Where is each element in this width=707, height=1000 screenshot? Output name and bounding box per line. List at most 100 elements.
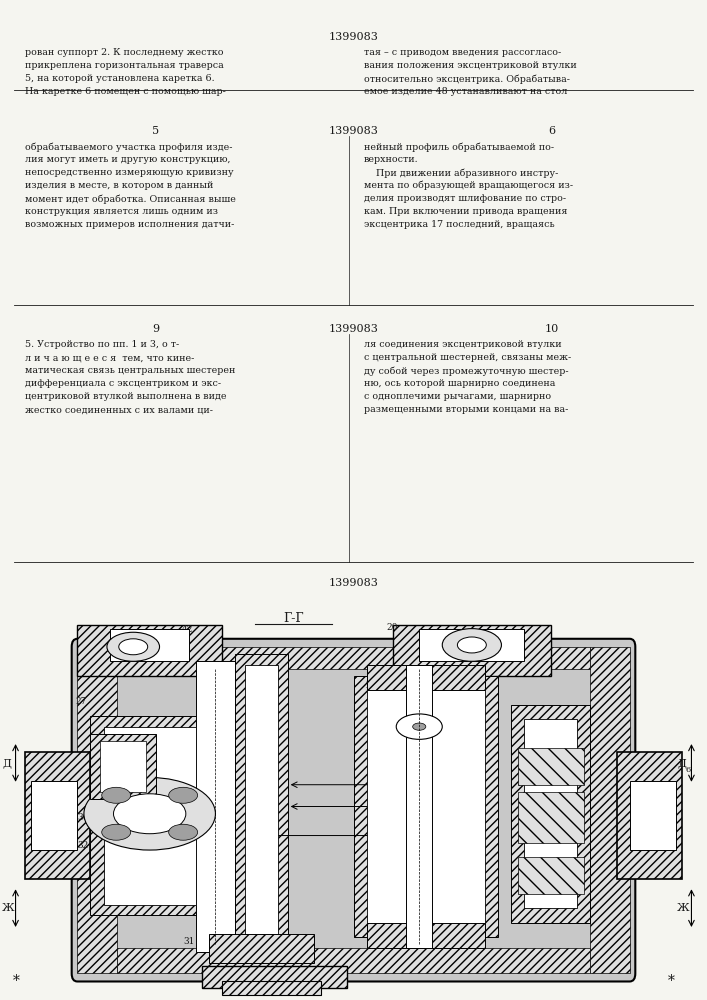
Text: дифференциала с эксцентриком и экс-: дифференциала с эксцентриком и экс- xyxy=(25,379,221,388)
Text: мента по образующей вращающегося из-: мента по образующей вращающегося из- xyxy=(364,181,573,190)
Bar xyxy=(419,629,525,661)
Bar xyxy=(518,857,584,894)
Text: момент идет обработка. Описанная выше: момент идет обработка. Описанная выше xyxy=(25,194,235,204)
Text: 17: 17 xyxy=(468,766,479,774)
Text: жестко соединенных с их валами ци-: жестко соединенных с их валами ци- xyxy=(25,405,213,414)
Bar xyxy=(90,716,209,915)
Bar xyxy=(393,625,551,676)
Text: 23: 23 xyxy=(410,857,421,866)
Text: 16: 16 xyxy=(366,680,377,690)
Bar xyxy=(31,781,77,850)
Text: 1399083: 1399083 xyxy=(329,578,378,588)
Text: изделия в месте, в котором в данный: изделия в месте, в котором в данный xyxy=(25,181,213,190)
Bar xyxy=(367,687,485,926)
Bar xyxy=(222,981,320,995)
Text: кам. При включении привода вращения: кам. При включении привода вращения xyxy=(364,207,568,216)
Bar xyxy=(245,665,278,948)
Text: e: e xyxy=(265,775,271,784)
Text: e: e xyxy=(265,797,271,806)
Text: вания положения эксцентриковой втулки: вания положения эксцентриковой втулки xyxy=(364,61,577,70)
Text: 41: 41 xyxy=(90,738,101,746)
Text: 5. Устройство по пп. 1 и 3, о т-: 5. Устройство по пп. 1 и 3, о т- xyxy=(25,340,179,349)
FancyBboxPatch shape xyxy=(71,639,636,981)
Text: делия производят шлифование по стро-: делия производят шлифование по стро- xyxy=(364,194,566,203)
Text: 22: 22 xyxy=(468,790,479,800)
Text: 24: 24 xyxy=(90,760,101,770)
Text: 6: 6 xyxy=(686,766,691,774)
Text: 1399083: 1399083 xyxy=(329,32,378,42)
Bar xyxy=(511,705,590,923)
Bar xyxy=(110,629,189,661)
Text: тая – с приводом введения рассогласо-: тая – с приводом введения рассогласо- xyxy=(364,48,561,57)
Text: с центральной шестерней, связаны меж-: с центральной шестерней, связаны меж- xyxy=(364,353,571,362)
Text: с одноплечими рычагами, шарнирно: с одноплечими рычагами, шарнирно xyxy=(364,392,551,401)
Bar xyxy=(406,665,433,948)
Text: размещенными вторыми концами на ва-: размещенными вторыми концами на ва- xyxy=(364,405,568,414)
Bar xyxy=(196,661,235,952)
Text: 25: 25 xyxy=(90,780,101,790)
Text: 1399083: 1399083 xyxy=(329,324,378,334)
Text: ню, ось которой шарнирно соединена: ню, ось которой шарнирно соединена xyxy=(364,379,556,388)
Bar xyxy=(104,727,196,905)
Text: 10: 10 xyxy=(544,324,559,334)
Text: рован суппорт 2. К последнему жестко: рован суппорт 2. К последнему жестко xyxy=(25,48,223,57)
Bar xyxy=(117,647,590,669)
Text: Г-Г: Г-Г xyxy=(283,612,304,625)
Bar xyxy=(202,966,347,988)
Text: 33: 33 xyxy=(196,814,207,822)
Text: 6: 6 xyxy=(477,752,482,760)
Text: E: E xyxy=(264,825,272,835)
Text: нейный профиль обрабатываемой по-: нейный профиль обрабатываемой по- xyxy=(364,142,554,151)
Text: 5, на которой установлена каретка 6.: 5, на которой установлена каретка 6. xyxy=(25,74,214,83)
Ellipse shape xyxy=(169,824,198,840)
Ellipse shape xyxy=(102,787,131,803)
Text: 31: 31 xyxy=(184,938,195,946)
Ellipse shape xyxy=(114,794,186,834)
Text: Д: Д xyxy=(677,758,686,768)
Text: эксцентрика 17 последний, вращаясь: эксцентрика 17 последний, вращаясь xyxy=(364,220,555,229)
Text: непосредственно измеряющую кривизну: непосредственно измеряющую кривизну xyxy=(25,168,233,177)
Text: 6: 6 xyxy=(548,126,555,136)
Ellipse shape xyxy=(443,629,501,661)
Text: обрабатываемого участка профиля изде-: обрабатываемого участка профиля изде- xyxy=(25,142,232,151)
Text: возможных примеров исполнения датчи-: возможных примеров исполнения датчи- xyxy=(25,220,234,229)
Text: 20: 20 xyxy=(387,624,398,633)
Text: *: * xyxy=(668,974,675,988)
Bar xyxy=(525,719,577,908)
Bar xyxy=(617,752,682,879)
Bar xyxy=(518,748,584,785)
Text: 42: 42 xyxy=(182,626,193,635)
Text: 34: 34 xyxy=(468,824,479,832)
Text: 5: 5 xyxy=(152,126,159,136)
Text: емое изделие 48 устанавливают на стол: емое изделие 48 устанавливают на стол xyxy=(364,87,568,96)
Text: 32: 32 xyxy=(78,840,89,850)
Bar xyxy=(100,741,146,792)
Bar xyxy=(117,948,590,973)
Text: 45: 45 xyxy=(196,666,207,674)
Ellipse shape xyxy=(457,637,486,653)
Ellipse shape xyxy=(107,632,160,661)
Text: 30: 30 xyxy=(78,814,89,822)
Text: 27: 27 xyxy=(76,698,87,706)
Text: На каретке 6 помещен с помощью шар-: На каретке 6 помещен с помощью шар- xyxy=(25,87,226,96)
Bar xyxy=(77,647,117,973)
Text: относительно эксцентрика. Обрабатыва-: относительно эксцентрика. Обрабатыва- xyxy=(364,74,570,84)
Text: 9: 9 xyxy=(471,738,477,746)
Bar xyxy=(235,654,288,959)
Ellipse shape xyxy=(413,723,426,730)
Text: конструкция является лишь одним из: конструкция является лишь одним из xyxy=(25,207,218,216)
Text: ля соединения эксцентриковой втулки: ля соединения эксцентриковой втулки xyxy=(364,340,562,349)
Text: ду собой через промежуточную шестер-: ду собой через промежуточную шестер- xyxy=(364,366,568,375)
Text: При движении абразивного инстру-: При движении абразивного инстру- xyxy=(364,168,559,178)
Text: Ж: Ж xyxy=(677,903,690,913)
Text: центриковой втулкой выполнена в виде: центриковой втулкой выполнена в виде xyxy=(25,392,226,401)
Text: верхности.: верхности. xyxy=(364,155,419,164)
Text: Ж: Ж xyxy=(2,903,15,913)
Bar xyxy=(77,625,222,676)
Bar xyxy=(367,923,485,948)
Ellipse shape xyxy=(119,639,148,655)
Bar xyxy=(90,734,156,799)
Ellipse shape xyxy=(396,714,443,739)
Bar xyxy=(518,792,584,843)
Bar xyxy=(630,781,676,850)
